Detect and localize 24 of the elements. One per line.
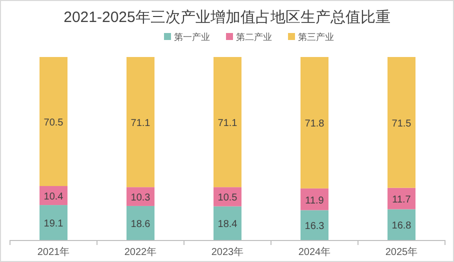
data-label: 71.5 <box>392 118 412 130</box>
data-label: 16.3 <box>304 221 325 232</box>
x-tick-label: 2024年 <box>298 246 331 258</box>
data-label: 10.4 <box>44 192 64 203</box>
x-tick-label: 2023年 <box>211 246 244 258</box>
x-tick-label: 2022年 <box>124 246 157 258</box>
data-label: 70.5 <box>44 118 64 129</box>
data-label: 18.6 <box>130 218 151 230</box>
data-label: 11.7 <box>392 194 412 206</box>
data-label: 19.1 <box>44 218 64 230</box>
data-label: 71.8 <box>304 118 325 130</box>
data-label: 11.9 <box>305 195 324 206</box>
data-label: 71.1 <box>130 118 151 130</box>
x-tick-label: 2025年 <box>385 246 418 258</box>
chart-title: 2021-2025年三次产业增加值占地区生产总值比重 <box>64 9 390 26</box>
data-label: 71.1 <box>218 118 238 130</box>
legend-label: 第三产业 <box>298 32 334 42</box>
data-label: 18.4 <box>218 219 238 230</box>
data-label: 16.8 <box>392 220 412 232</box>
legend-label: 第二产业 <box>236 32 272 42</box>
x-tick-label: 2021年 <box>37 246 70 258</box>
legend-label: 第一产业 <box>174 32 210 42</box>
data-label: 10.5 <box>218 192 238 204</box>
data-label: 10.3 <box>130 192 151 204</box>
